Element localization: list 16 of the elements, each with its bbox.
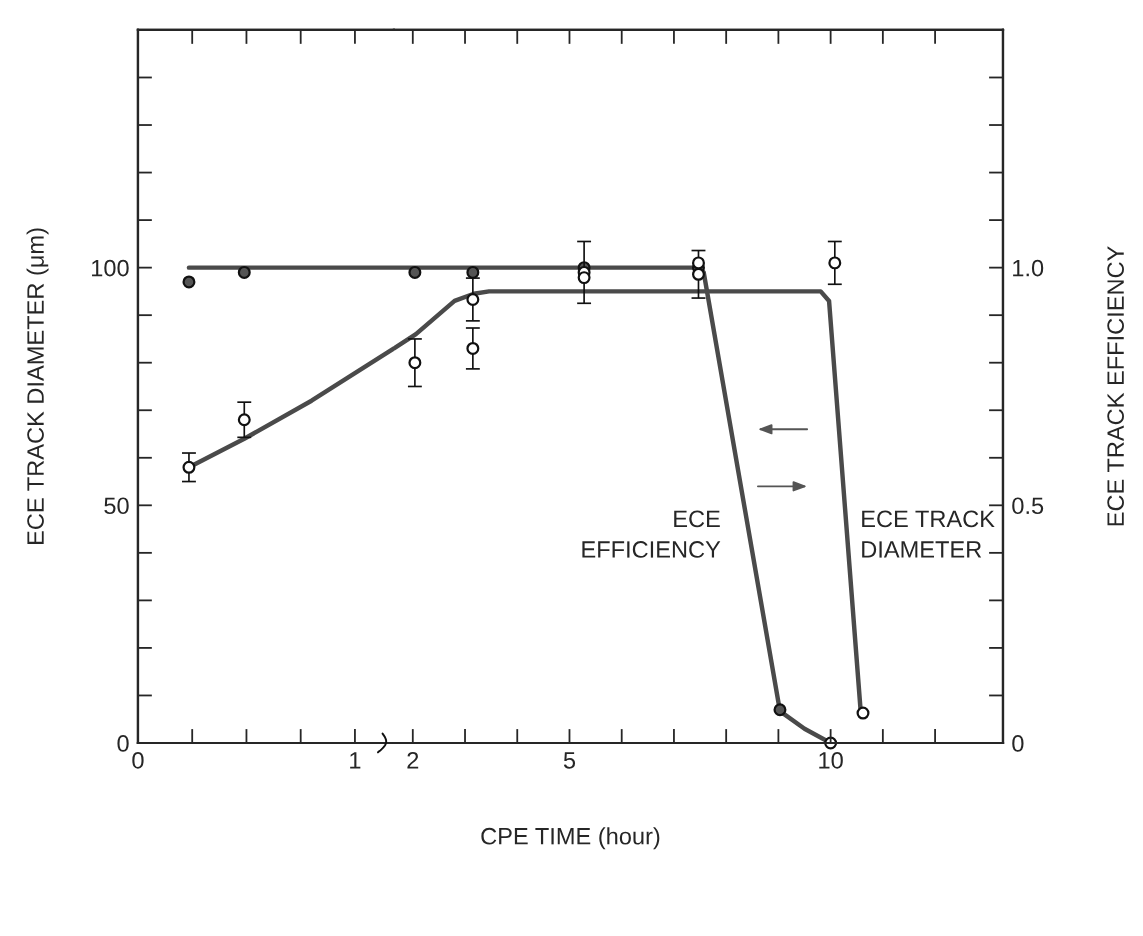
x-tick-label: 5: [563, 752, 576, 769]
y-tick-label: 100: [92, 259, 129, 277]
x-axis-title: CPE TIME (hour): [481, 827, 660, 850]
y2-tick-label: 0: [1012, 735, 1024, 752]
x-tick-label: 0: [132, 751, 144, 769]
y2-axis-title: ECE TRACK EFFICIENCY: [1107, 246, 1124, 526]
x-tick-label: 2: [407, 751, 419, 769]
y-axis-title: ECE TRACK DIAMETER (μm): [26, 228, 49, 544]
y2-tick-label: 1.0: [1013, 259, 1044, 277]
x-tick-label: 10: [819, 751, 843, 769]
x-tick-label: 1: [350, 752, 361, 769]
series-label: ECE EFFICIENCY: [582, 510, 721, 558]
y-tick-label: 50: [104, 497, 129, 515]
y2-tick-label: 0.5: [1012, 497, 1044, 515]
y-tick-label: 0: [117, 735, 129, 752]
series-label: ECE TRACK DIAMETER: [862, 510, 995, 558]
